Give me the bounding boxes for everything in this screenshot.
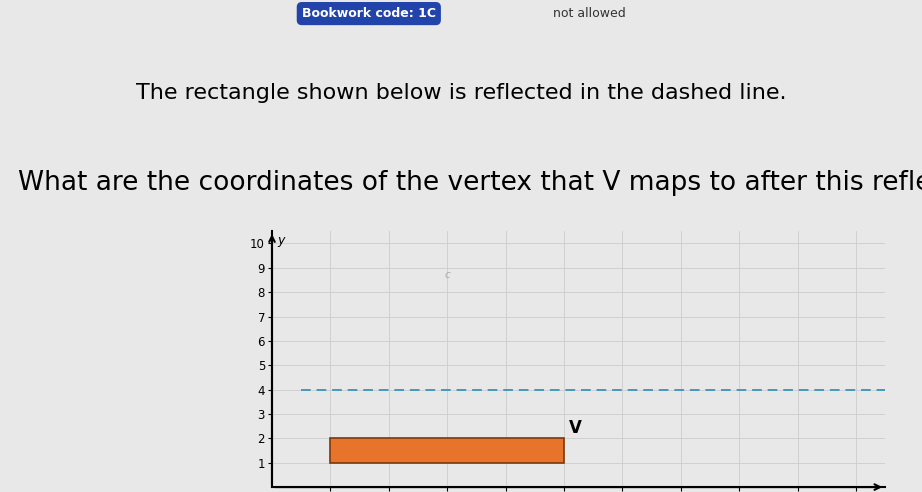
Text: V: V (569, 419, 582, 437)
Text: The rectangle shown below is reflected in the dashed line.: The rectangle shown below is reflected i… (136, 83, 786, 103)
Text: y: y (278, 234, 284, 246)
Text: x: x (888, 489, 895, 492)
Text: Bookwork code: 1C: Bookwork code: 1C (301, 7, 436, 20)
Bar (330, 438, 564, 462)
Text: not allowed: not allowed (553, 7, 626, 20)
Text: What are the coordinates of the vertex that V maps to after this reflection?: What are the coordinates of the vertex t… (18, 170, 922, 196)
Text: c: c (444, 270, 450, 280)
